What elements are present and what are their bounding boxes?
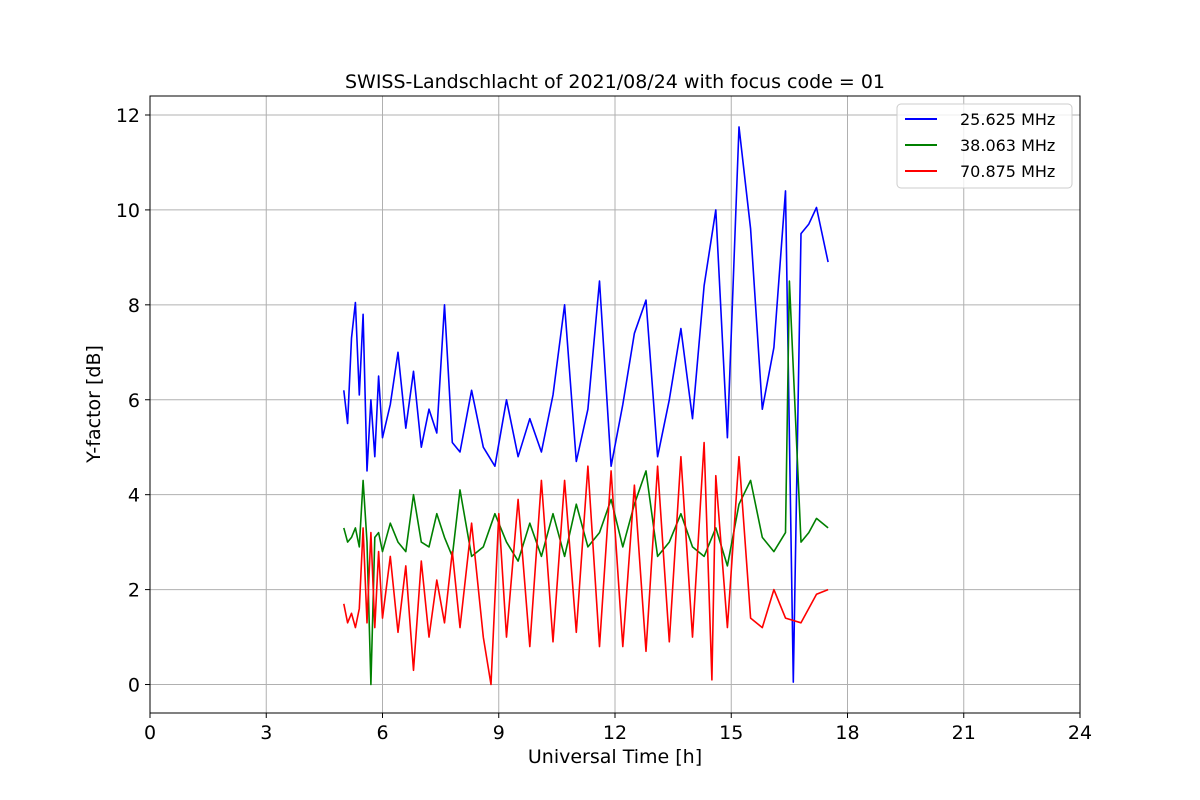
- y-tick-label: 2: [128, 580, 140, 602]
- series-line-2: [343, 280, 829, 686]
- x-tick-label: 12: [603, 722, 627, 744]
- x-tick-label: 0: [144, 722, 156, 744]
- y-tick-label: 10: [116, 200, 140, 222]
- y-tick-label: 4: [128, 485, 140, 507]
- grid: [149, 96, 1081, 713]
- y-axis-label: Y-factor [dB]: [83, 345, 105, 464]
- legend: 25.625 MHz 38.063 MHz 70.875 MHz: [896, 103, 1073, 189]
- legend-label-series-2: 38.063 MHz: [960, 136, 1055, 155]
- y-tick-label: 6: [128, 390, 140, 412]
- series-lines: [343, 126, 829, 686]
- legend-label-series-1: 25.625 MHz: [960, 110, 1055, 129]
- series-line-3: [343, 441, 829, 686]
- legend-label-series-3: 70.875 MHz: [960, 162, 1055, 181]
- x-axis-label: Universal Time [h]: [528, 746, 702, 768]
- x-tick-label: 21: [952, 722, 976, 744]
- x-tick-label: 18: [835, 722, 859, 744]
- legend-box: [896, 103, 1073, 189]
- y-tick-label: 8: [128, 295, 140, 317]
- series-line-1: [343, 126, 829, 683]
- x-tick-label: 3: [260, 722, 272, 744]
- y-tick-label: 0: [128, 675, 140, 697]
- x-tick-label: 24: [1068, 722, 1092, 744]
- x-tick-label: 6: [376, 722, 388, 744]
- x-tick-label: 9: [493, 722, 505, 744]
- chart-title: SWISS-Landschlacht of 2021/08/24 with fo…: [345, 71, 885, 93]
- y-tick-label: 12: [116, 105, 140, 127]
- x-tick-label: 15: [719, 722, 743, 744]
